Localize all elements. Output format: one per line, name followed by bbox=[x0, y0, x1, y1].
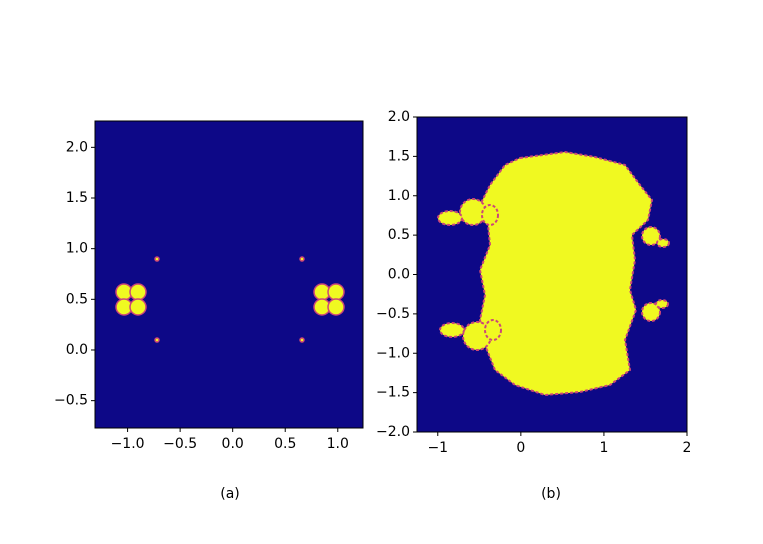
y-tick-label: 0.5 bbox=[66, 291, 88, 307]
y-tick-label: 1.0 bbox=[66, 241, 88, 257]
panel-a: (a) −1.0 −0.5 0.0 0.5 1.0 −0.5 0.0 0.5 1.0 1.5 2.0 bbox=[54, 120, 364, 502]
y-tick-label: 2.0 bbox=[66, 139, 88, 155]
y-tick-label: 1.5 bbox=[66, 190, 88, 206]
x-tick-label: −0.5 bbox=[163, 436, 197, 452]
y-tick-label: 1.0 bbox=[388, 188, 410, 204]
y-tick-label: −0.5 bbox=[54, 393, 88, 409]
x-tick-label: 0.5 bbox=[274, 436, 296, 452]
fractal-set bbox=[437, 150, 670, 397]
y-tick-label: −1.0 bbox=[376, 345, 410, 361]
y-tick-label: −0.5 bbox=[376, 306, 410, 322]
y-tick-label: −2.0 bbox=[376, 424, 410, 440]
axes-frame bbox=[94, 120, 364, 429]
y-tick-label: −1.5 bbox=[376, 385, 410, 401]
y-tick-label: 1.5 bbox=[388, 148, 410, 164]
x-tick-label: 0.0 bbox=[222, 436, 244, 452]
caption: (b) bbox=[541, 486, 561, 502]
panel-b: (b) −1 0 1 2 −2.0 −1.5 −1.0 −0.5 0.0 0.5 1.0 1.5 2.0 bbox=[376, 109, 691, 502]
y-tick-label: 0.0 bbox=[66, 342, 88, 358]
x-tick-label: 0 bbox=[516, 440, 525, 456]
y-tick-label: 0.0 bbox=[388, 267, 410, 283]
x-tick-label: 2 bbox=[683, 440, 692, 456]
y-tick-label: 2.0 bbox=[388, 109, 410, 125]
x-tick-label: −1 bbox=[427, 440, 448, 456]
y-tick-label: 0.5 bbox=[388, 227, 410, 243]
image-background bbox=[95, 121, 363, 428]
x-tick-label: 1.0 bbox=[327, 436, 349, 452]
caption: (a) bbox=[220, 486, 240, 502]
x-tick-label: 1 bbox=[599, 440, 608, 456]
x-tick-label: −1.0 bbox=[111, 436, 145, 452]
fractal-set bbox=[115, 256, 345, 343]
